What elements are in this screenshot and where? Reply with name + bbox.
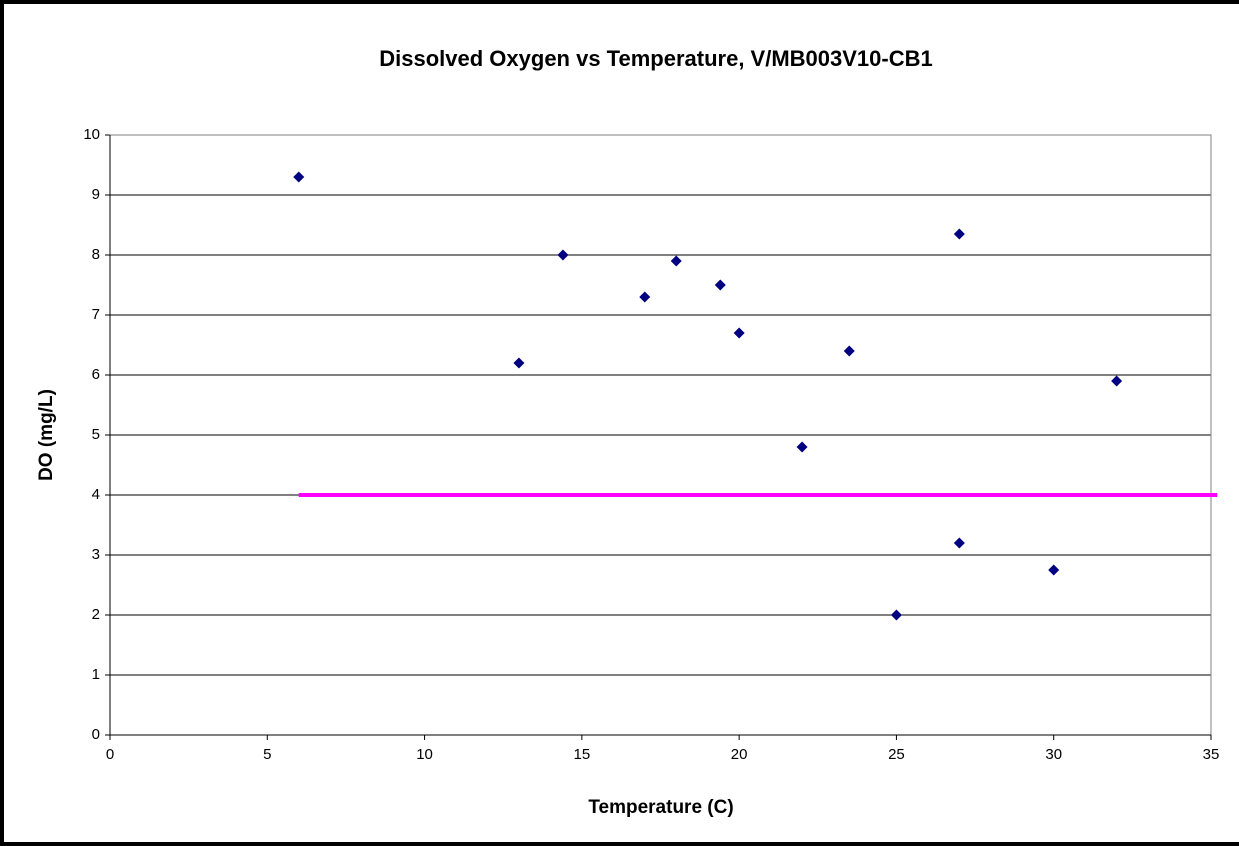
data-point [714,279,726,291]
x-tick-label: 10 [416,746,433,763]
y-tick-label: 8 [92,246,100,263]
y-axis-label: DO (mg/L) [36,389,57,481]
data-point [733,327,745,339]
data-point [1111,375,1123,387]
x-tick-label: 35 [1203,746,1220,763]
data-point [890,609,902,621]
y-tick-label: 0 [92,726,100,743]
data-point [1048,564,1060,576]
x-axis-label: Temperature (C) [588,797,733,818]
y-tick-label: 3 [92,546,100,563]
chart-title: Dissolved Oxygen vs Temperature, V/MB003… [379,46,932,71]
x-tick-label: 5 [263,746,271,763]
data-point [953,228,965,240]
x-tick-label: 30 [1045,746,1062,763]
data-point [639,291,651,303]
x-tick-label: 0 [106,746,114,763]
y-tick-label: 10 [83,126,100,143]
y-tick-label: 6 [92,366,100,383]
x-tick-label: 25 [888,746,905,763]
x-tick-label: 15 [574,746,591,763]
data-point [796,441,808,453]
y-tick-label: 4 [92,486,100,503]
y-tick-label: 9 [92,186,100,203]
y-tick-label: 5 [92,426,100,443]
y-tick-label: 7 [92,306,100,323]
data-point [293,171,305,183]
x-tick-label: 20 [731,746,748,763]
data-point [953,537,965,549]
y-tick-label: 2 [92,606,100,623]
data-point [557,249,569,261]
data-point [843,345,855,357]
data-point [513,357,525,369]
data-point [670,255,682,267]
y-tick-label: 1 [92,666,100,683]
